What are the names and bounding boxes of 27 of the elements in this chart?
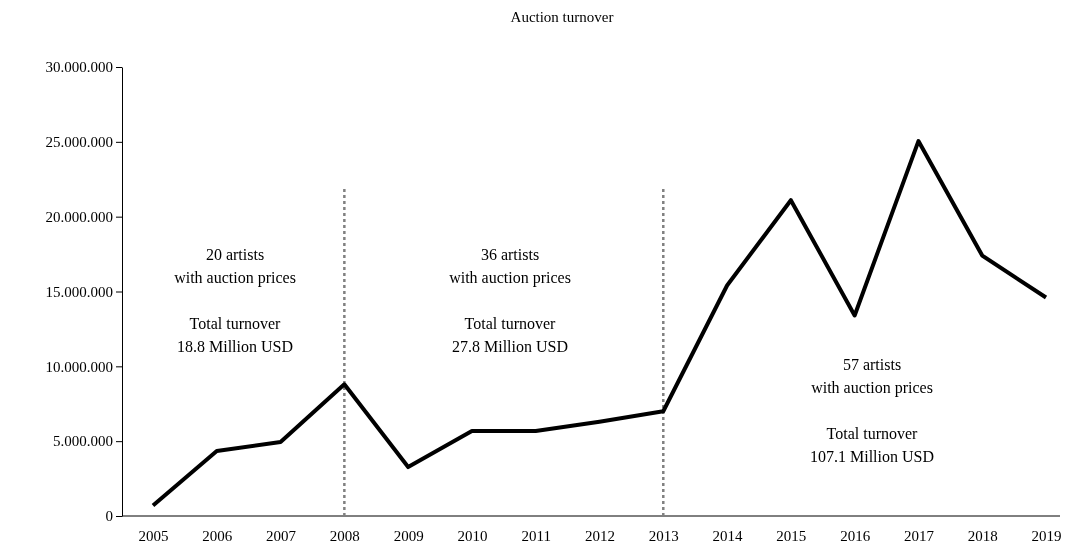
x-tick-label: 2013 — [648, 527, 679, 544]
x-tick-label: 2010 — [457, 527, 488, 544]
y-tick-label: 10.000.000 — [45, 358, 113, 375]
x-tick-label: 2014 — [712, 527, 744, 544]
y-tick-label: 20.000.000 — [45, 208, 113, 225]
x-tick-label: 2011 — [521, 527, 551, 544]
x-tick-label: 2015 — [776, 527, 807, 544]
x-tick-label: 2016 — [840, 527, 871, 544]
y-tick-label: 15.000.000 — [45, 283, 113, 300]
y-tick-label: 25.000.000 — [45, 134, 113, 151]
chart-title: Auction turnover — [510, 9, 614, 25]
text: 57 artists with auction prices Total turnover 107.1 Million USD — [809, 356, 935, 465]
x-tick-label: 2006 — [202, 527, 233, 544]
x-tick-label: 2005 — [138, 527, 169, 544]
y-tick-label: 30.000.000 — [45, 59, 113, 76]
text: 20 artists with auction prices Total turnover 18.8 Million USD — [174, 246, 296, 355]
y-tick-label: 0 — [105, 508, 113, 525]
x-tick-label: 2012 — [585, 527, 615, 544]
x-tick-label: 2007 — [266, 527, 297, 544]
x-tick-label: 2018 — [967, 527, 998, 544]
line-series — [151, 139, 1048, 508]
x-tick-label: 2017 — [903, 527, 935, 544]
x-tick-label: 2009 — [393, 527, 424, 544]
x-tick-label: 2008 — [329, 527, 360, 544]
text: 36 artists with auction prices Total turnover 27.8 Million USD — [449, 246, 571, 355]
y-tick-label: 5.000.000 — [53, 433, 113, 450]
x-tick-label: 2019 — [1031, 527, 1062, 544]
